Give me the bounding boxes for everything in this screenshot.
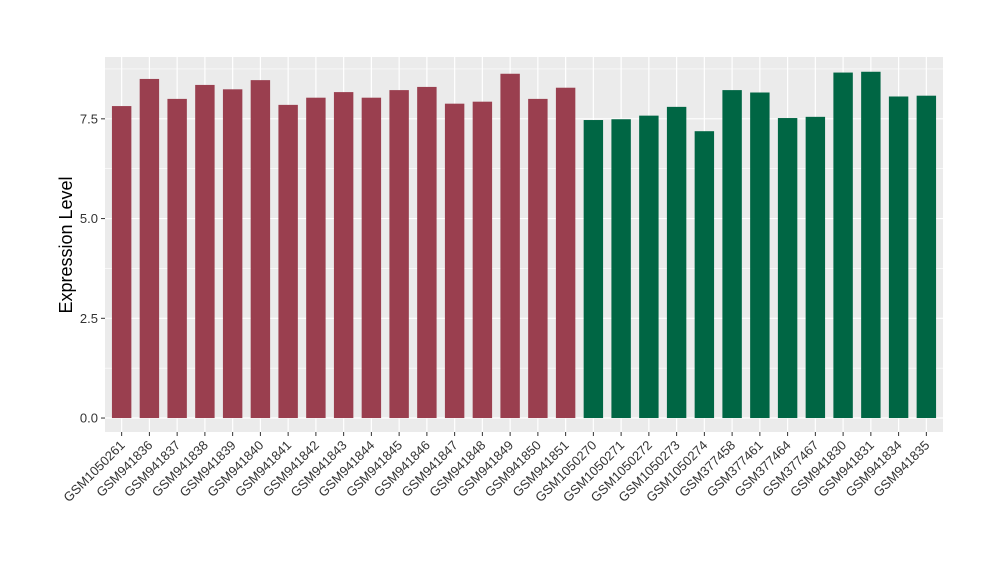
bar-GSM941838	[195, 84, 215, 419]
y-tick-label: 5.0	[80, 211, 98, 226]
bar-GSM1050271	[611, 119, 631, 419]
plot-panel	[105, 57, 943, 432]
bar-GSM941843	[333, 92, 354, 419]
bar-GSM941849	[500, 73, 520, 419]
bar-GSM941836	[139, 78, 160, 419]
bar-GSM941851	[555, 87, 576, 419]
bar-GSM941850	[528, 98, 548, 419]
bar-GSM941847	[444, 103, 465, 419]
bar-GSM941835	[916, 95, 937, 419]
bar-GSM941831	[861, 71, 881, 419]
bar-GSM941839	[222, 89, 243, 419]
bar-GSM1050272	[639, 115, 659, 419]
bar-GSM1050274	[694, 131, 715, 419]
y-axis-title: Expression Level	[56, 176, 76, 313]
bar-GSM941837	[167, 98, 187, 419]
bar-GSM1050261	[111, 106, 132, 419]
bar-GSM941844	[361, 97, 382, 419]
bar-GSM1050273	[666, 106, 687, 419]
y-tick-label: 0.0	[80, 411, 98, 426]
y-tick-label: 7.5	[80, 111, 98, 126]
bar-GSM377458	[722, 90, 742, 419]
bar-GSM941845	[389, 90, 409, 419]
bar-GSM1050270	[583, 120, 604, 419]
bar-GSM941841	[278, 104, 298, 419]
bar-GSM941834	[888, 96, 909, 419]
x-axis: GSM1050261GSM941836GSM941837GSM941838GSM…	[60, 432, 932, 505]
bar-GSM941846	[417, 86, 437, 419]
bar-GSM941848	[472, 101, 493, 419]
bar-GSM377467	[805, 116, 826, 419]
bar-GSM941830	[833, 72, 853, 419]
y-axis: 0.0 2.5 5.0 7.5	[80, 111, 105, 426]
bars	[111, 71, 937, 419]
bar-GSM941840	[250, 80, 271, 419]
bar-GSM941842	[306, 97, 326, 419]
bar-GSM377461	[750, 92, 770, 419]
y-tick-label: 2.5	[80, 311, 98, 326]
bar-GSM377464	[777, 118, 798, 419]
